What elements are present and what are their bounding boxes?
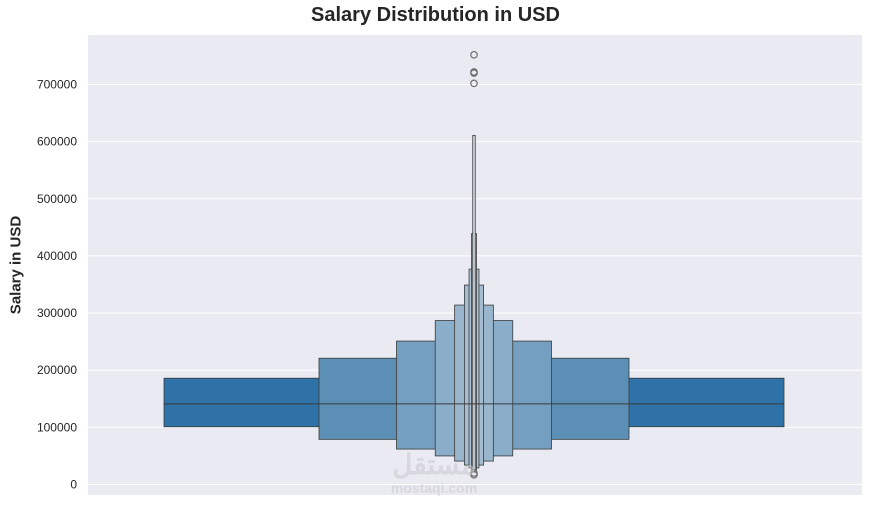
watermark: مستقل mostaqi.com <box>391 449 477 496</box>
y-tick-label: 500000 <box>37 192 77 206</box>
y-tick-label: 200000 <box>37 363 77 377</box>
chart-title: Salary Distribution in USD <box>311 4 560 26</box>
outliers <box>470 50 478 479</box>
y-tick-label: 400000 <box>37 249 77 263</box>
boxes <box>163 134 785 473</box>
outlier-point <box>470 50 478 59</box>
outlier-point <box>470 69 478 77</box>
watermark-latin: mostaqi.com <box>391 480 477 496</box>
outlier-point <box>470 470 478 479</box>
y-tick-label: 300000 <box>37 306 77 320</box>
y-tick-label: 700000 <box>37 78 77 92</box>
y-tick-label: 100000 <box>37 420 77 434</box>
y-tick-labels: 0 100000 200000 300000 400000 500000 600000 700… <box>37 78 77 492</box>
y-tick-label: 600000 <box>37 135 77 149</box>
watermark-arabic: مستقل <box>392 449 476 480</box>
y-tick-label: 0 <box>70 478 77 492</box>
boxen-box <box>472 134 476 473</box>
outlier-point <box>470 79 478 88</box>
